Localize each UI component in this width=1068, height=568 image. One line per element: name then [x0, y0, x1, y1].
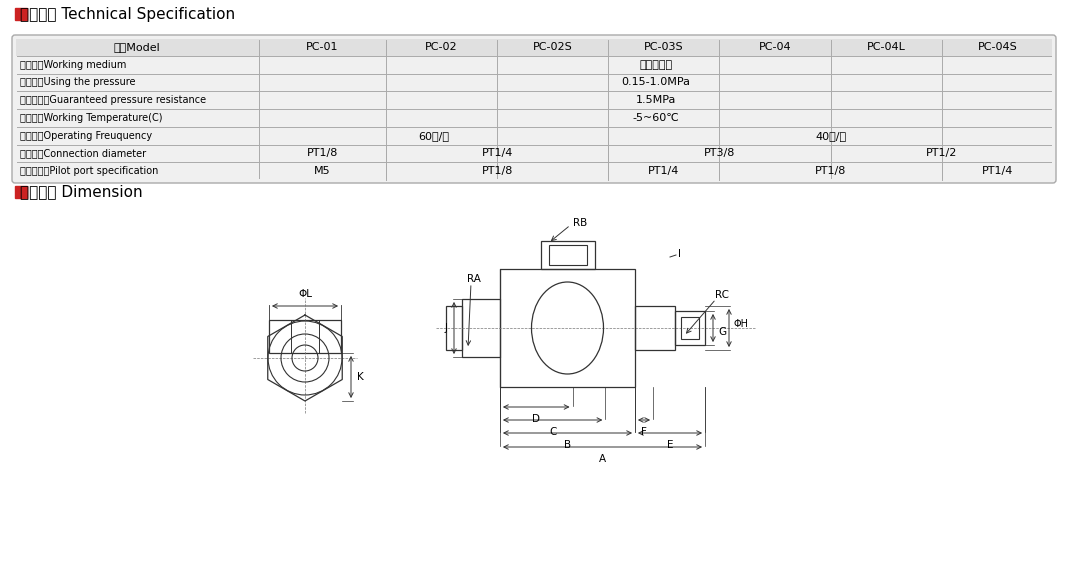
Text: 操作频率Operating Freuquency: 操作频率Operating Freuquency — [20, 131, 152, 141]
Text: F: F — [641, 427, 647, 437]
Text: I: I — [678, 249, 681, 259]
Text: PC-04L: PC-04L — [867, 42, 906, 52]
Text: PT1/8: PT1/8 — [482, 166, 513, 176]
Bar — [446, 306, 462, 350]
Text: RB: RB — [572, 218, 586, 228]
Text: PT3/8: PT3/8 — [704, 148, 735, 158]
Bar — [16, 39, 1052, 56]
Text: PC-01: PC-01 — [307, 42, 339, 52]
Text: 型号Model: 型号Model — [113, 42, 160, 52]
Text: 保证耐压力Guaranteed pressure resistance: 保证耐压力Guaranteed pressure resistance — [20, 95, 206, 105]
Text: 接管口径Connection diameter: 接管口径Connection diameter — [20, 148, 146, 158]
Text: 洁净的空气: 洁净的空气 — [640, 60, 673, 70]
Text: RA: RA — [467, 274, 481, 284]
Bar — [500, 269, 635, 387]
Text: ΦH: ΦH — [734, 319, 749, 329]
Text: 60次/分: 60次/分 — [418, 131, 450, 141]
Text: PT1/4: PT1/4 — [648, 166, 679, 176]
Text: 先导口规格Pilot port specification: 先导口规格Pilot port specification — [20, 166, 158, 176]
Text: J: J — [445, 323, 447, 333]
Text: K: K — [357, 372, 364, 382]
Text: PC-04: PC-04 — [758, 42, 791, 52]
Text: 40次/分: 40次/分 — [815, 131, 846, 141]
Text: 0.15-1.0MPa: 0.15-1.0MPa — [622, 77, 690, 87]
Text: PT1/4: PT1/4 — [482, 148, 513, 158]
Text: E: E — [666, 440, 673, 450]
Bar — [15, 186, 27, 198]
Bar — [269, 320, 341, 353]
FancyBboxPatch shape — [12, 35, 1056, 183]
Bar — [681, 317, 698, 339]
Text: PT1/4: PT1/4 — [981, 166, 1014, 176]
Bar — [675, 311, 705, 345]
Text: PT1/8: PT1/8 — [815, 166, 846, 176]
Text: PC-03S: PC-03S — [644, 42, 684, 52]
Bar — [635, 306, 675, 350]
Text: PC-02S: PC-02S — [533, 42, 572, 52]
Text: M5: M5 — [314, 166, 331, 176]
Text: 技术参数 Technical Specification: 技术参数 Technical Specification — [20, 6, 235, 22]
Bar — [15, 8, 27, 20]
Bar — [549, 245, 586, 265]
Text: 使用温度Working Temperature(C): 使用温度Working Temperature(C) — [20, 113, 162, 123]
Bar — [462, 299, 500, 357]
Text: 外形尺寸 Dimension: 外形尺寸 Dimension — [20, 185, 143, 199]
Text: ΦL: ΦL — [298, 289, 312, 299]
Text: 使用压力Using the pressure: 使用压力Using the pressure — [20, 77, 136, 87]
Text: PC-04S: PC-04S — [977, 42, 1018, 52]
Text: 工作介质Working medium: 工作介质Working medium — [20, 60, 126, 70]
Bar — [540, 241, 595, 269]
Text: D: D — [532, 414, 540, 424]
Text: PT1/2: PT1/2 — [926, 148, 958, 158]
Text: C: C — [549, 427, 556, 437]
Text: 1.5MPa: 1.5MPa — [635, 95, 676, 105]
Text: PT1/8: PT1/8 — [307, 148, 339, 158]
Bar — [290, 320, 319, 353]
Text: -5~60℃: -5~60℃ — [632, 113, 679, 123]
Text: G: G — [718, 327, 726, 337]
Text: B: B — [564, 440, 571, 450]
Text: A: A — [599, 454, 606, 464]
Text: RC: RC — [714, 290, 729, 300]
Text: PC-02: PC-02 — [425, 42, 458, 52]
